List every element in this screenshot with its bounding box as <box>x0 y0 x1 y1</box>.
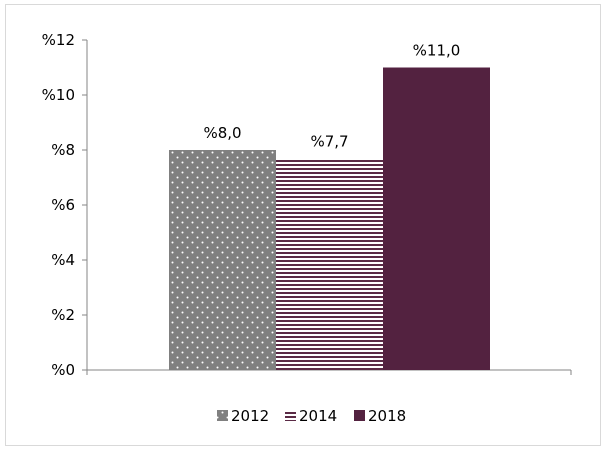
legend-swatch-2018 <box>354 410 365 421</box>
bars <box>169 67 490 370</box>
legend: 2012 2014 2018 <box>217 407 406 425</box>
y-tick-label: %0 <box>51 361 75 379</box>
bar-2014 <box>276 158 383 370</box>
legend-swatch-2012 <box>217 410 228 421</box>
data-label-2018: %11,0 <box>413 42 461 60</box>
y-tick-label: %2 <box>51 306 75 324</box>
axes: %0 %2 %4 %6 %8 %10 %12 <box>42 31 572 379</box>
bar-2012 <box>169 150 276 370</box>
data-label-2014: %7,7 <box>310 132 348 150</box>
y-tick-label: %12 <box>42 31 75 49</box>
legend-label-2014: 2014 <box>299 407 337 425</box>
data-label-2012: %8,0 <box>203 124 241 142</box>
y-tick-label: %10 <box>42 86 75 104</box>
bar-2018 <box>383 67 490 370</box>
legend-label-2012: 2012 <box>231 407 269 425</box>
data-labels: %8,0 %7,7 %11,0 <box>203 42 460 151</box>
y-tick-label: %4 <box>51 251 75 269</box>
y-tick-label: %8 <box>51 141 75 159</box>
legend-label-2018: 2018 <box>368 407 406 425</box>
legend-swatch-2014 <box>285 410 296 421</box>
y-tick-label: %6 <box>51 196 75 214</box>
